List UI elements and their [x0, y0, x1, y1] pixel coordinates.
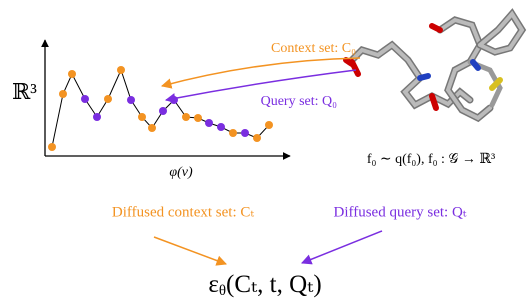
context-arrow — [162, 58, 360, 86]
diffused-query-label: Diffused query set: Qₜ — [334, 204, 467, 220]
model-args: (Cₜ, t, Qₜ) — [226, 271, 322, 298]
diagram: ℝ³ φ(v) Context — [0, 0, 530, 304]
y-label: ℝ³ — [12, 79, 37, 104]
x-label: φ(v) — [169, 165, 193, 180]
molecule — [346, 14, 522, 118]
query-label: Query set: Q₀ — [261, 94, 338, 109]
model-label: εθ(Cₜ, t, Qₜ) — [208, 271, 321, 300]
context-label: Context set: C₀ — [271, 41, 356, 56]
query-down-arrow — [302, 231, 382, 263]
context-down-arrow — [154, 237, 226, 264]
plot: ℝ³ φ(v) — [12, 40, 290, 180]
model-subscript: θ — [219, 283, 226, 299]
function-label: f₀ ∼ q(f₀), f₀ : 𝒢 → ℝ³ — [367, 152, 495, 167]
diffused-context-label: Diffused context set: Cₜ — [112, 204, 254, 220]
model-symbol: ε — [208, 271, 219, 298]
points — [48, 66, 273, 151]
